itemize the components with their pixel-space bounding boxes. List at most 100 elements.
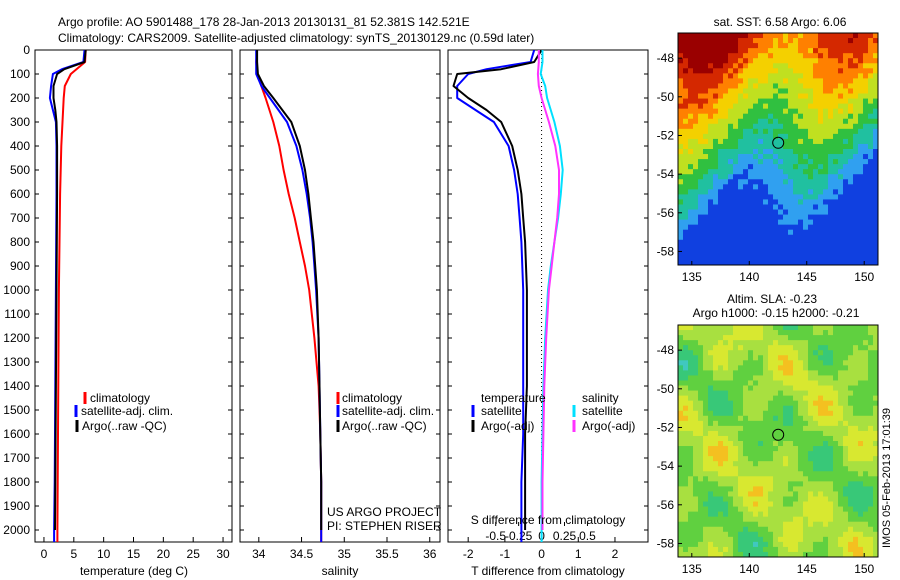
map-cell [783, 516, 789, 523]
map-cell [728, 78, 734, 84]
map-cell [843, 395, 849, 402]
map-cell [743, 53, 749, 59]
map-cell [783, 224, 789, 231]
map-cell [678, 395, 684, 402]
map-cell [793, 360, 799, 366]
map-cell [813, 249, 819, 256]
map-cell [733, 78, 739, 84]
map-cell [698, 420, 704, 427]
map-cell [793, 446, 799, 452]
map-cell [823, 340, 829, 346]
map-cell [698, 133, 704, 140]
map-cell [828, 390, 834, 397]
map-cell [853, 224, 859, 231]
map-cell [758, 491, 764, 497]
map-cell [813, 174, 819, 180]
map-cell [733, 521, 739, 528]
map-cell [873, 471, 879, 477]
map-cell [703, 194, 709, 200]
map-cell [703, 254, 709, 261]
map-cell [688, 164, 694, 170]
map-cell [873, 68, 879, 74]
map-cell [803, 58, 809, 64]
map-cell [838, 350, 844, 356]
map-cell [698, 340, 704, 346]
map-cell [748, 83, 754, 89]
map-cell [728, 53, 734, 59]
map-cell [713, 350, 719, 356]
map-cell [743, 174, 749, 180]
map-cell [683, 345, 689, 351]
map-cell [758, 224, 764, 231]
map-cell [788, 506, 794, 513]
map-cell [728, 239, 734, 246]
map-cell [738, 400, 744, 407]
map-cell [688, 330, 694, 336]
map-cell [778, 53, 784, 59]
map-cell [678, 425, 684, 432]
map-cell [813, 143, 819, 150]
map-cell [873, 113, 879, 120]
map-cell [873, 234, 879, 241]
map-cell [753, 199, 759, 205]
map-cell [703, 360, 709, 366]
map-cell [778, 466, 784, 472]
map-cell [683, 420, 689, 427]
map-cell [858, 128, 864, 135]
map-cell [753, 154, 759, 160]
map-cell [768, 541, 774, 548]
map-cell [818, 174, 824, 180]
map-cell [738, 360, 744, 366]
map-cell [803, 68, 809, 74]
map-cell [778, 350, 784, 356]
map-cell [778, 48, 784, 54]
map-cell [708, 103, 714, 110]
map-cell [768, 33, 774, 39]
map-cell [808, 491, 814, 497]
map-cell [743, 204, 749, 210]
map-cell [743, 244, 749, 251]
map-cell [853, 420, 859, 427]
map-cell [748, 93, 754, 99]
map-cell [828, 103, 834, 110]
map-cell [828, 58, 834, 64]
map-cell [823, 491, 829, 497]
map-cell [828, 53, 834, 59]
map-cell [753, 435, 759, 442]
map-cell [693, 435, 699, 442]
x-tick-label: 35.5 [375, 547, 399, 561]
map-cell [843, 98, 849, 105]
map-cell [848, 541, 854, 548]
map-cell [698, 229, 704, 236]
map-cell [838, 234, 844, 241]
map-cell [753, 350, 759, 356]
map-cell [763, 446, 769, 452]
map-cell [758, 189, 764, 195]
depth-tick-label: 2000 [3, 523, 30, 537]
map-cell [858, 164, 864, 170]
map-cell [763, 456, 769, 462]
map-cell [693, 546, 699, 553]
map-cell [748, 118, 754, 125]
map-cell [858, 83, 864, 89]
map-cell [793, 68, 799, 74]
map-cell [693, 48, 699, 54]
map-cell [798, 189, 804, 195]
map-cell [698, 551, 704, 558]
map-cell [698, 471, 704, 477]
map-cell [763, 103, 769, 110]
map-cell [803, 194, 809, 200]
map-cell [803, 184, 809, 190]
map-cell [783, 164, 789, 170]
map-cell [828, 154, 834, 160]
map-cell [833, 541, 839, 548]
map-cell [713, 456, 719, 462]
map-cell [723, 516, 729, 523]
map-cell [688, 511, 694, 518]
map-cell [783, 189, 789, 195]
map-cell [768, 63, 774, 69]
map-cell [693, 194, 699, 200]
map-cell [808, 98, 814, 105]
map-cell [863, 350, 869, 356]
map-cell [678, 123, 684, 130]
